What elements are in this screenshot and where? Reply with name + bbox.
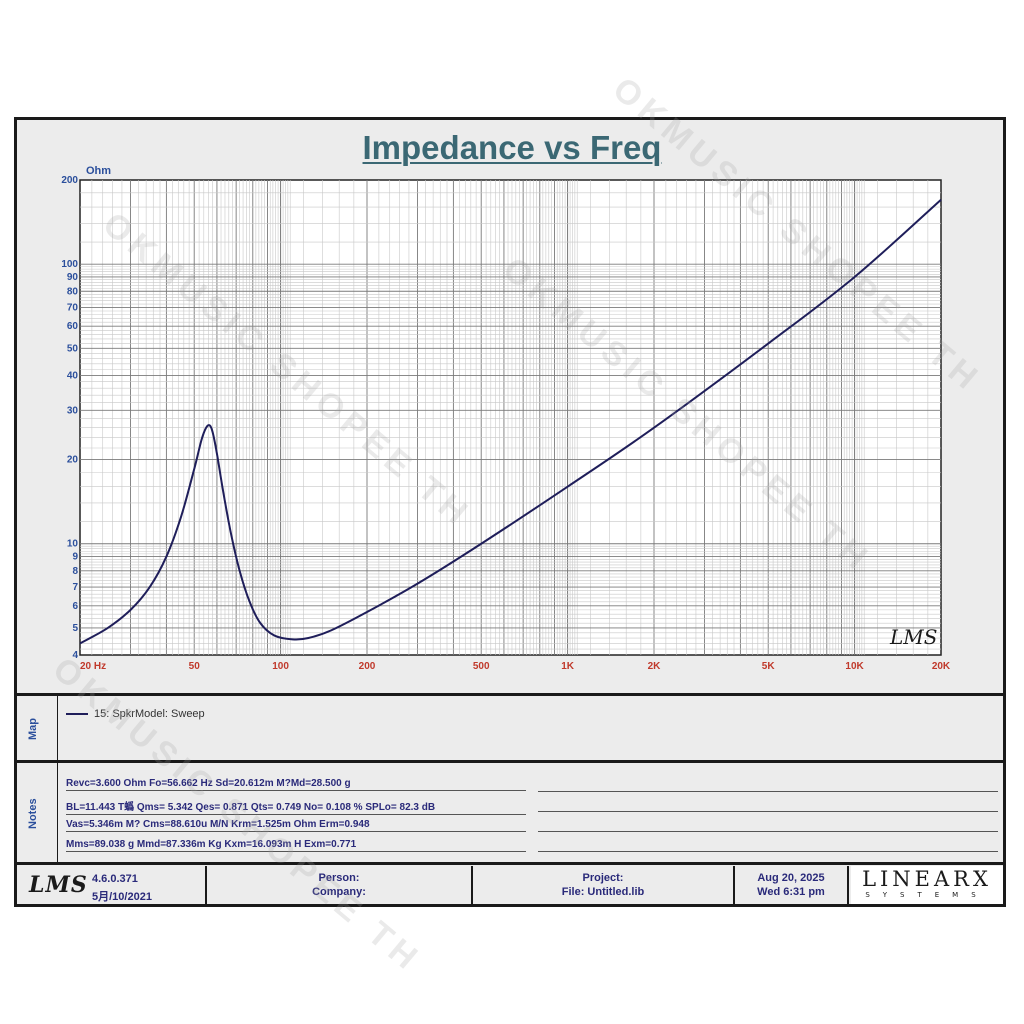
notes-side-divider — [57, 763, 58, 862]
x-tick-label: 200 — [359, 661, 376, 672]
y-tick-label: 7 — [72, 582, 78, 593]
x-tick-label: 50 — [189, 661, 201, 672]
linearx-systems-text: SYSTEMS — [865, 891, 989, 899]
note-row-3: Vas=5.346m M? Cms=88.610u M/N Krm=1.525m… — [66, 819, 526, 832]
x-tick-label: 2K — [648, 661, 662, 672]
x-tick-label: 20 Hz — [80, 661, 106, 672]
legend-entry: 15: SpkrModel: Sweep — [94, 708, 205, 720]
y-tick-label: 200 — [61, 175, 78, 186]
y-tick-label: 70 — [67, 302, 79, 313]
y-tick-label: 5 — [72, 623, 78, 634]
note-blank-1 — [538, 790, 998, 792]
y-tick-label: 4 — [72, 650, 78, 661]
note-row-2: BL=11.443 T蟡 Qms= 5.342 Qes= 0.871 Qts= … — [66, 798, 526, 815]
x-tick-label: 1K — [561, 661, 575, 672]
y-tick-label: 90 — [67, 272, 79, 283]
tick-labels: 20 Hz 50 100 200 500 1K 2K 5K 10K 20K 4 5 6 7 8 9 10 20 30… — [61, 175, 951, 672]
divider-notes-footer — [14, 862, 1006, 865]
chart-lms-logo: LMS — [889, 625, 937, 649]
footer-date-cell: Aug 20, 2025 Wed 6:31 pm — [735, 866, 849, 904]
divider-chart-map — [14, 693, 1006, 696]
map-side-divider — [57, 696, 58, 760]
y-tick-label: 8 — [72, 566, 78, 577]
footer-person-cell: Person: Company: — [207, 866, 473, 904]
notes-label: Notes — [27, 798, 39, 830]
series — [79, 198, 942, 645]
footer-project-cell: Project: File: Untitled.lib — [473, 866, 735, 904]
footer-project-label: Project: — [582, 872, 624, 884]
y-axis-unit-label: Ohm — [86, 165, 111, 177]
x-tick-label: 100 — [272, 661, 289, 672]
y-tick-label: 60 — [67, 321, 79, 332]
footer-company-label: Company: — [312, 886, 366, 898]
footer-file-label: File: Untitled.lib — [561, 886, 645, 898]
footer-brand-cell: LINEARX SYSTEMS — [851, 866, 1003, 904]
x-tick-label: 10K — [845, 661, 864, 672]
impedance-chart: 20 Hz 50 100 200 500 1K 2K 5K 10K 20K 4 5 6 7 8 9 10 20 30… — [61, 165, 951, 672]
y-tick-label: 20 — [67, 455, 79, 466]
chart-title: Impedance vs Freq — [362, 129, 662, 166]
y-tick-label: 10 — [67, 539, 79, 550]
x-tick-label: 5K — [762, 661, 776, 672]
divider-map-notes — [14, 760, 1006, 763]
map-legend[interactable]: 15: SpkrModel: Sweep — [66, 708, 205, 720]
footer-version-cell: LMS 4.6.0.371 5月/10/2021 — [17, 866, 207, 904]
footer-person-label: Person: — [318, 872, 360, 884]
note-row-1: Revc=3.600 Ohm Fo=56.662 Hz Sd=20.612m M… — [66, 778, 526, 791]
y-tick-label: 40 — [67, 370, 79, 381]
footer-time: Wed 6:31 pm — [757, 886, 825, 898]
y-tick-label: 100 — [61, 259, 78, 270]
note-row-4: Mms=89.038 g Mmd=87.336m Kg Kxm=16.093m … — [66, 839, 526, 852]
grid — [79, 179, 942, 656]
footer-lms-logo: LMS — [29, 872, 88, 898]
note-blank-2 — [538, 810, 998, 812]
plot-background — [79, 179, 942, 656]
footer-version: 4.6.0.371 — [92, 873, 138, 885]
note-blank-3 — [538, 830, 998, 832]
y-tick-label: 30 — [67, 405, 79, 416]
map-label: Map — [27, 718, 39, 740]
y-tick-label: 80 — [67, 286, 79, 297]
footer-build-date: 5月/10/2021 — [92, 891, 152, 903]
x-tick-label: 500 — [473, 661, 490, 672]
linearx-logo: LINEARX — [862, 867, 992, 891]
impedance-curve — [79, 198, 942, 645]
note-blank-4 — [538, 850, 998, 852]
y-tick-label: 50 — [67, 343, 79, 354]
y-tick-label: 6 — [72, 601, 78, 612]
x-tick-label: 20K — [932, 661, 951, 672]
footer-date: Aug 20, 2025 — [757, 872, 825, 884]
legend-line-swatch — [66, 713, 88, 715]
y-tick-label: 9 — [72, 552, 78, 563]
